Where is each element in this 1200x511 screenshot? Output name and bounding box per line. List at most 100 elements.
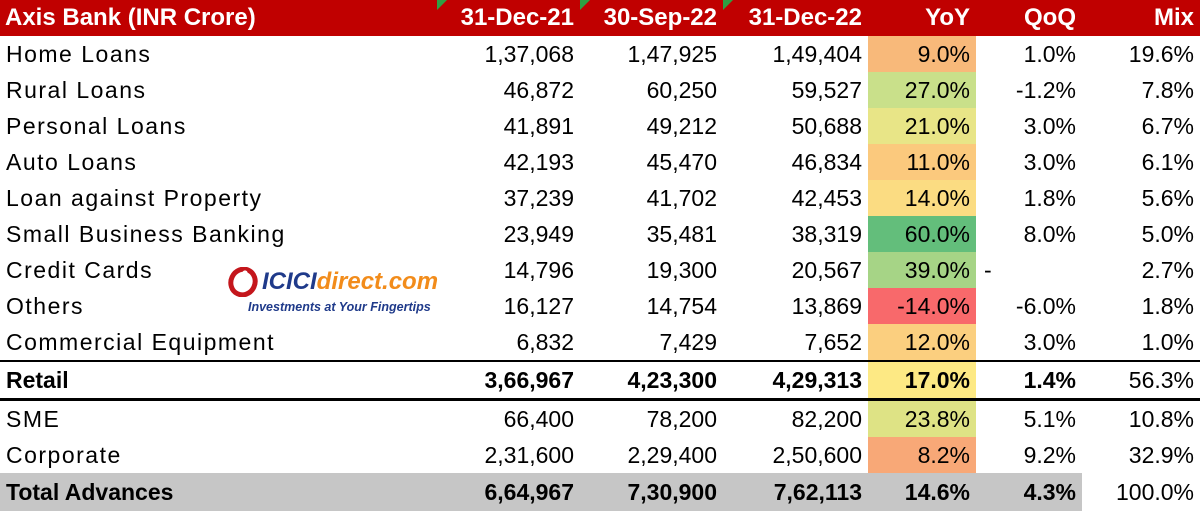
cell-dec21: 6,832 bbox=[516, 328, 574, 355]
cell-mix: 6.7% bbox=[1141, 112, 1194, 139]
cell-sep22: 35,481 bbox=[646, 220, 717, 247]
cell-yoy: 8.2% bbox=[868, 437, 976, 473]
cell-dec21: 46,872 bbox=[503, 76, 574, 103]
cell-yoy: 39.0% bbox=[868, 252, 976, 288]
cell-qoq: -1.2% bbox=[1015, 76, 1076, 103]
cell-dec21: 1,37,068 bbox=[484, 40, 574, 67]
cell-mix: 7.8% bbox=[1141, 76, 1194, 103]
cell-dec22: 50,688 bbox=[791, 112, 862, 139]
cell-mix: 5.6% bbox=[1141, 184, 1194, 211]
header-qoq: QoQ bbox=[976, 0, 1082, 36]
cell-yoy: 27.0% bbox=[868, 72, 976, 108]
cell-marker-icon bbox=[723, 0, 733, 10]
row-label: Small Business Banking bbox=[6, 220, 286, 247]
table-row: Small Business Banking 23,949 35,481 38,… bbox=[0, 216, 1200, 252]
cell-sep22: 19,300 bbox=[646, 256, 717, 283]
cell-sep22: 41,702 bbox=[646, 184, 717, 211]
cell-dec21: 16,127 bbox=[503, 292, 574, 319]
cell-yoy: 14.6% bbox=[868, 473, 976, 511]
row-label: Total Advances bbox=[0, 473, 440, 511]
row-label: Retail bbox=[0, 360, 440, 400]
table-row: Others 16,127 14,754 13,869 -14.0% -6.0%… bbox=[0, 288, 1200, 324]
cell-yoy: 21.0% bbox=[868, 108, 976, 144]
cell-dec22: 20,567 bbox=[791, 256, 862, 283]
cell-mix: 5.0% bbox=[1141, 220, 1194, 247]
header-bank: Axis Bank (INR Crore) bbox=[0, 0, 440, 36]
table-row: Rural Loans 46,872 60,250 59,527 27.0% -… bbox=[0, 72, 1200, 108]
row-label: SME bbox=[0, 398, 440, 437]
cell-dec22: 46,834 bbox=[791, 148, 862, 175]
table-row: Auto Loans 42,193 45,470 46,834 11.0% 3.… bbox=[0, 144, 1200, 180]
cell-dec22: 7,62,113 bbox=[723, 473, 868, 511]
table-row: Home Loans 1,37,068 1,47,925 1,49,404 9.… bbox=[0, 36, 1200, 72]
cell-dec22: 2,50,600 bbox=[772, 441, 862, 468]
logo-brand-icici: ICICI bbox=[262, 268, 317, 295]
cell-dec22: 7,652 bbox=[804, 328, 862, 355]
row-label: Commercial Equipment bbox=[6, 328, 276, 355]
cell-sep22: 60,250 bbox=[646, 76, 717, 103]
cell-dec21: 3,66,967 bbox=[440, 360, 580, 400]
cell-mix: 56.3% bbox=[1082, 360, 1200, 400]
cell-dec21: 23,949 bbox=[503, 220, 574, 247]
table-row: Commercial Equipment 6,832 7,429 7,652 1… bbox=[0, 324, 1200, 361]
cell-dec22: 42,453 bbox=[791, 184, 862, 211]
cell-mix: 19.6% bbox=[1128, 40, 1194, 67]
cell-sep22: 1,47,925 bbox=[627, 40, 717, 67]
header-dec22: 31-Dec-22 bbox=[723, 0, 868, 36]
cell-qoq: -6.0% bbox=[1015, 292, 1076, 319]
cell-qoq: 3.0% bbox=[1023, 112, 1076, 139]
cell-sep22: 7,30,900 bbox=[580, 473, 723, 511]
cell-mix: 1.0% bbox=[1141, 328, 1194, 355]
cell-dec22: 13,869 bbox=[791, 292, 862, 319]
cell-dec21: 41,891 bbox=[503, 112, 574, 139]
header-dec21: 31-Dec-21 bbox=[440, 0, 580, 36]
cell-yoy: 23.8% bbox=[868, 398, 976, 437]
header-yoy: YoY bbox=[868, 0, 976, 36]
table-row: Loan against Property 37,239 41,702 42,4… bbox=[0, 180, 1200, 216]
cell-dec21: 6,64,967 bbox=[440, 473, 580, 511]
cell-dec22: 4,29,313 bbox=[723, 360, 868, 400]
row-label: Personal Loans bbox=[6, 112, 187, 139]
cell-qoq: 1.8% bbox=[1023, 184, 1076, 211]
cell-dec21: 42,193 bbox=[503, 148, 574, 175]
logo-tagline: Investments at Your Fingertips bbox=[248, 300, 431, 314]
grand-total-row: Total Advances 6,64,967 7,30,900 7,62,11… bbox=[0, 473, 1200, 511]
retail-total-row: Retail 3,66,967 4,23,300 4,29,313 17.0% … bbox=[0, 360, 1200, 400]
table-row: SME 66,400 78,200 82,200 23.8% 5.1% 10.8… bbox=[0, 398, 1200, 437]
cell-mix: 1.8% bbox=[1141, 292, 1194, 319]
row-label: Others bbox=[6, 292, 85, 319]
cell-dec21: 66,400 bbox=[440, 398, 580, 437]
cell-yoy: 11.0% bbox=[868, 144, 976, 180]
cell-marker-icon bbox=[437, 0, 447, 10]
cell-yoy: 17.0% bbox=[868, 360, 976, 400]
cell-qoq: 5.1% bbox=[976, 398, 1082, 437]
cell-yoy: 9.0% bbox=[868, 36, 976, 72]
cell-dec22: 82,200 bbox=[723, 398, 868, 437]
cell-yoy: 12.0% bbox=[868, 324, 976, 361]
cell-yoy: 60.0% bbox=[868, 216, 976, 252]
cell-qoq: 3.0% bbox=[1023, 328, 1076, 355]
header-sep22: 30-Sep-22 bbox=[580, 0, 723, 36]
cell-mix: 10.8% bbox=[1082, 398, 1200, 437]
cell-qoq: 1.4% bbox=[976, 360, 1082, 400]
cell-mix: 32.9% bbox=[1128, 441, 1194, 468]
table-row: Corporate 2,31,600 2,29,400 2,50,600 8.2… bbox=[0, 437, 1200, 473]
cell-dec22: 59,527 bbox=[791, 76, 862, 103]
table-row: Credit Cards 14,796 19,300 20,567 39.0% … bbox=[0, 252, 1200, 288]
cell-sep22: 7,429 bbox=[659, 328, 717, 355]
cell-sep22: 78,200 bbox=[580, 398, 723, 437]
cell-yoy: 14.0% bbox=[868, 180, 976, 216]
cell-dec21: 37,239 bbox=[503, 184, 574, 211]
cell-qoq: - bbox=[984, 256, 992, 283]
header-mix: Mix bbox=[1082, 0, 1200, 36]
cell-sep22: 4,23,300 bbox=[580, 360, 723, 400]
cell-yoy: -14.0% bbox=[868, 288, 976, 324]
cell-sep22: 14,754 bbox=[646, 292, 717, 319]
row-label: Rural Loans bbox=[6, 76, 147, 103]
cell-mix: 6.1% bbox=[1141, 148, 1194, 175]
cell-qoq: 4.3% bbox=[976, 473, 1082, 511]
cell-dec21: 14,796 bbox=[503, 256, 574, 283]
row-label: Credit Cards bbox=[6, 256, 154, 283]
icici-swirl-icon bbox=[228, 267, 258, 297]
cell-qoq: 3.0% bbox=[1023, 148, 1076, 175]
